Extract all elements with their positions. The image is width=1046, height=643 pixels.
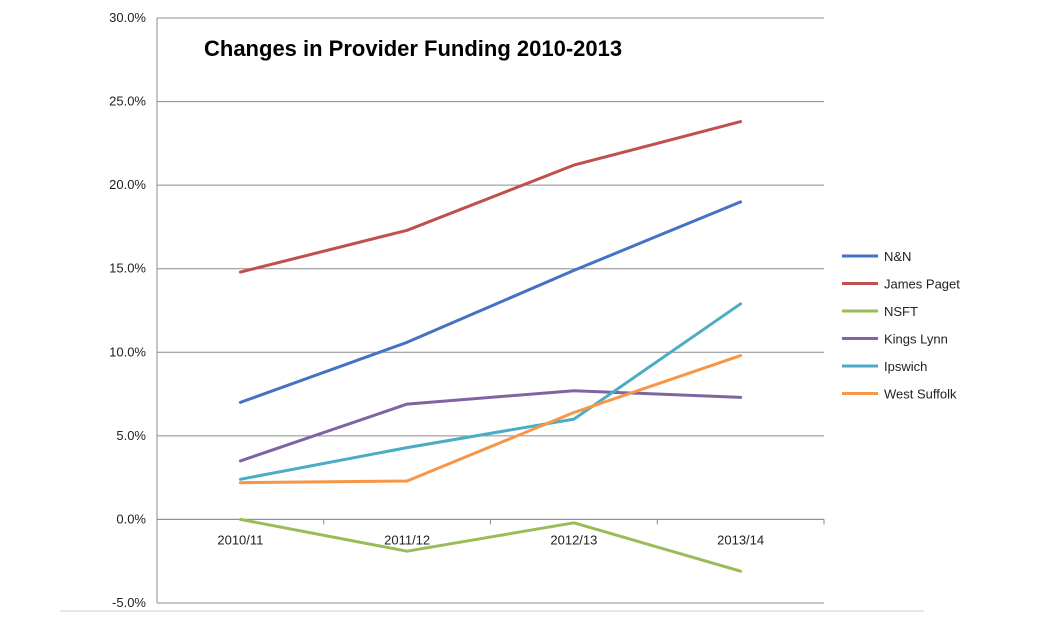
y-tick-label: 30.0%: [109, 10, 146, 25]
series-line-james-paget: [238, 120, 743, 274]
x-tick-label: 2011/12: [384, 532, 430, 547]
x-tick-label: 2012/13: [550, 532, 597, 547]
y-tick-label: 5.0%: [116, 428, 146, 443]
legend-item: Kings Lynn: [842, 332, 948, 347]
legend-label: Kings Lynn: [884, 332, 948, 347]
x-tick-label: 2013/14: [717, 532, 764, 547]
gridlines: [157, 17, 824, 604]
chart-title: Changes in Provider Funding 2010-2013: [204, 36, 622, 61]
legend-label: James Paget: [884, 277, 960, 292]
x-tick-label: 2010/11: [217, 532, 263, 547]
series-line-n-n: [238, 200, 743, 404]
legend: N&N James Paget NSFT Kings Lynn Ipswich West …: [842, 249, 960, 402]
y-axis-tick-labels: -5.0% 0.0% 5.0% 10.0% 15.0% 20.0% 25.0% 30.0%: [109, 10, 146, 610]
y-tick-label: 10.0%: [109, 344, 146, 359]
x-axis-tick-labels: 2010/11 2011/12 2012/13 2013/14: [217, 532, 764, 547]
series-line-ipswich: [238, 302, 743, 481]
y-tick-label: 25.0%: [109, 94, 146, 109]
legend-label: Ipswich: [884, 359, 927, 374]
y-tick-label: 15.0%: [109, 261, 146, 276]
legend-item: Ipswich: [842, 359, 927, 374]
legend-item: James Paget: [842, 277, 960, 292]
legend-item: N&N: [842, 249, 911, 264]
axes: [60, 18, 924, 612]
legend-label: West Suffolk: [884, 387, 957, 402]
series-line-kings-lynn: [238, 389, 743, 463]
y-tick-label: 20.0%: [109, 177, 146, 192]
legend-label: NSFT: [884, 304, 918, 319]
legend-item: West Suffolk: [842, 387, 957, 402]
series-line-nsft: [238, 517, 743, 573]
y-tick-label: -5.0%: [112, 595, 146, 610]
y-tick-label: 0.0%: [116, 511, 146, 526]
legend-item: NSFT: [842, 304, 918, 319]
series-lines: [238, 120, 743, 573]
series-line-west-suffolk: [238, 354, 743, 485]
legend-label: N&N: [884, 249, 911, 264]
